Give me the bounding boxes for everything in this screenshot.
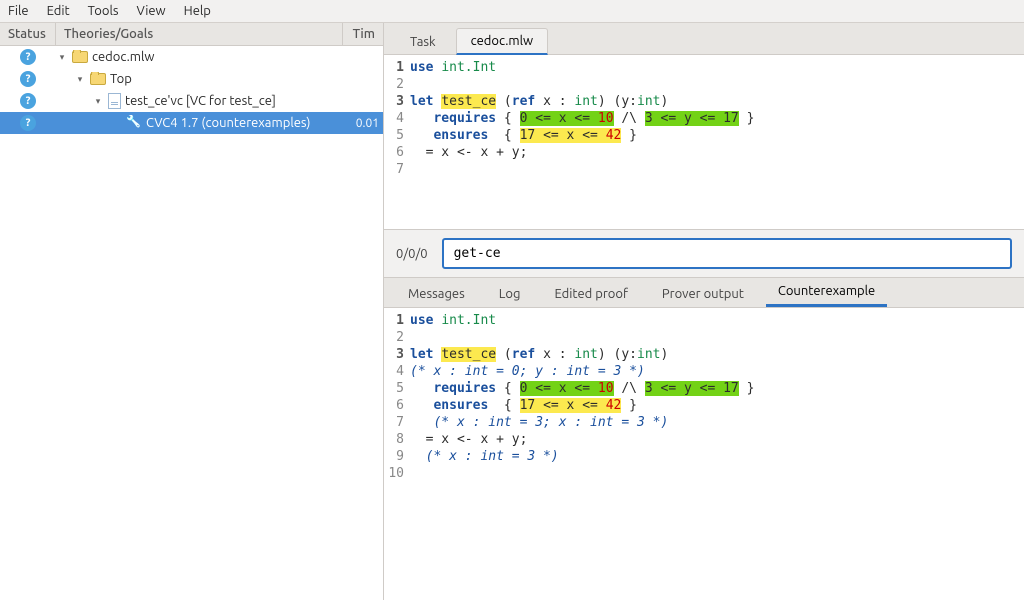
code-line: 3let test_ce (ref x : int) (y:int) <box>384 346 1024 363</box>
command-bar: 0/0/0 <box>384 229 1024 278</box>
tab-edited-proof[interactable]: Edited proof <box>542 281 639 307</box>
status-icon: ? <box>20 115 36 131</box>
code-line: 3let test_ce (ref x : int) (y:int) <box>384 93 1024 110</box>
code-line: 5 ensures { 17 <= x <= 42 } <box>384 127 1024 144</box>
tab-prover-output[interactable]: Prover output <box>650 281 756 307</box>
line-number: 7 <box>384 414 410 431</box>
theories-header: Status Theories/Goals Tim <box>0 23 383 46</box>
tab-task[interactable]: Task <box>396 30 450 54</box>
command-position: 0/0/0 <box>396 247 428 261</box>
code-content: requires { 0 <= x <= 10 /\ 3 <= y <= 17 … <box>410 110 754 127</box>
col-time[interactable]: Tim <box>343 23 383 45</box>
code-line: 4(* x : int = 0; y : int = 3 *) <box>384 363 1024 380</box>
line-number: 5 <box>384 380 410 397</box>
line-number: 2 <box>384 76 410 93</box>
line-number: 6 <box>384 397 410 414</box>
menu-help[interactable]: Help <box>184 4 211 18</box>
status-icon: ? <box>20 49 36 65</box>
col-status[interactable]: Status <box>0 23 56 45</box>
code-line: 9 (* x : int = 3 *) <box>384 448 1024 465</box>
line-number: 3 <box>384 346 410 363</box>
code-line: 1use int.Int <box>384 59 1024 76</box>
code-content: = x <- x + y; <box>410 144 527 161</box>
tab-cedoc-mlw[interactable]: cedoc.mlw <box>456 28 548 55</box>
code-line: 4 requires { 0 <= x <= 10 /\ 3 <= y <= 1… <box>384 110 1024 127</box>
code-content: let test_ce (ref x : int) (y:int) <box>410 346 668 363</box>
code-line: 7 (* x : int = 3; x : int = 3 *) <box>384 414 1024 431</box>
line-number: 8 <box>384 431 410 448</box>
counterexample-view[interactable]: 1use int.Int23let test_ce (ref x : int) … <box>384 308 1024 600</box>
folder-icon <box>72 51 88 63</box>
code-line: 6 = x <- x + y; <box>384 144 1024 161</box>
code-content: (* x : int = 0; y : int = 3 *) <box>410 363 645 380</box>
code-content: use int.Int <box>410 312 496 329</box>
prover-icon <box>126 115 142 131</box>
line-number: 4 <box>384 363 410 380</box>
tab-counterexample[interactable]: Counterexample <box>766 278 887 307</box>
line-number: 7 <box>384 161 410 178</box>
code-content: let test_ce (ref x : int) (y:int) <box>410 93 668 110</box>
tree-row[interactable]: ? ▾ test_ce'vc [VC for test_ce] <box>0 90 383 112</box>
code-line: 2 <box>384 329 1024 346</box>
code-line: 6 ensures { 17 <= x <= 42 } <box>384 397 1024 414</box>
menu-tools[interactable]: Tools <box>88 4 119 18</box>
command-input[interactable] <box>442 238 1012 269</box>
code-content: (* x : int = 3; x : int = 3 *) <box>410 414 668 431</box>
menu-view[interactable]: View <box>137 4 166 18</box>
tab-log[interactable]: Log <box>487 281 533 307</box>
line-number: 9 <box>384 448 410 465</box>
menubar: File Edit Tools View Help <box>0 0 1024 23</box>
code-content: = x <- x + y; <box>410 431 527 448</box>
folder-icon <box>90 73 106 85</box>
time-value: 0.01 <box>343 117 383 130</box>
tree-label: CVC4 1.7 (counterexamples) <box>146 116 310 130</box>
status-icon: ? <box>20 93 36 109</box>
code-line: 2 <box>384 76 1024 93</box>
theories-panel: Status Theories/Goals Tim ? ▾ cedoc.mlw? ▾ T… <box>0 23 384 600</box>
menu-file[interactable]: File <box>8 4 29 18</box>
code-content: requires { 0 <= x <= 10 /\ 3 <= y <= 17 … <box>410 380 754 397</box>
code-content: ensures { 17 <= x <= 42 } <box>410 127 637 144</box>
line-number: 5 <box>384 127 410 144</box>
line-number: 4 <box>384 110 410 127</box>
line-number: 1 <box>384 59 410 76</box>
line-number: 2 <box>384 329 410 346</box>
main-area: Status Theories/Goals Tim ? ▾ cedoc.mlw? ▾ T… <box>0 23 1024 600</box>
status-icon: ? <box>20 71 36 87</box>
code-line: 10 <box>384 465 1024 482</box>
source-tabs: Taskcedoc.mlw <box>384 23 1024 55</box>
tree-label: Top <box>110 72 132 86</box>
code-content: (* x : int = 3 *) <box>410 448 559 465</box>
line-number: 3 <box>384 93 410 110</box>
code-line: 8 = x <- x + y; <box>384 431 1024 448</box>
output-tabs: Messages Log Edited proof Prover output Coun… <box>384 278 1024 308</box>
code-line: 5 requires { 0 <= x <= 10 /\ 3 <= y <= 1… <box>384 380 1024 397</box>
tab-messages[interactable]: Messages <box>396 281 477 307</box>
line-number: 1 <box>384 312 410 329</box>
code-content: use int.Int <box>410 59 496 76</box>
expander-icon[interactable]: ▾ <box>56 52 68 63</box>
code-line: 1use int.Int <box>384 312 1024 329</box>
code-content: ensures { 17 <= x <= 42 } <box>410 397 637 414</box>
tree-row[interactable]: ? CVC4 1.7 (counterexamples) 0.01 <box>0 112 383 134</box>
tree-label: test_ce'vc [VC for test_ce] <box>125 94 276 108</box>
code-line: 7 <box>384 161 1024 178</box>
theories-tree[interactable]: ? ▾ cedoc.mlw? ▾ Top? ▾ test_ce'vc [VC for tes… <box>0 46 383 600</box>
source-editor[interactable]: 1use int.Int23let test_ce (ref x : int) … <box>384 55 1024 229</box>
menu-edit[interactable]: Edit <box>47 4 70 18</box>
tree-row[interactable]: ? ▾ cedoc.mlw <box>0 46 383 68</box>
expander-icon[interactable]: ▾ <box>74 74 86 85</box>
col-theories[interactable]: Theories/Goals <box>56 23 343 45</box>
line-number: 6 <box>384 144 410 161</box>
line-number: 10 <box>384 465 410 482</box>
tree-row[interactable]: ? ▾ Top <box>0 68 383 90</box>
file-icon <box>108 93 121 109</box>
right-panel: Taskcedoc.mlw 1use int.Int23let test_ce … <box>384 23 1024 600</box>
expander-icon[interactable]: ▾ <box>92 96 104 107</box>
tree-label: cedoc.mlw <box>92 50 154 64</box>
